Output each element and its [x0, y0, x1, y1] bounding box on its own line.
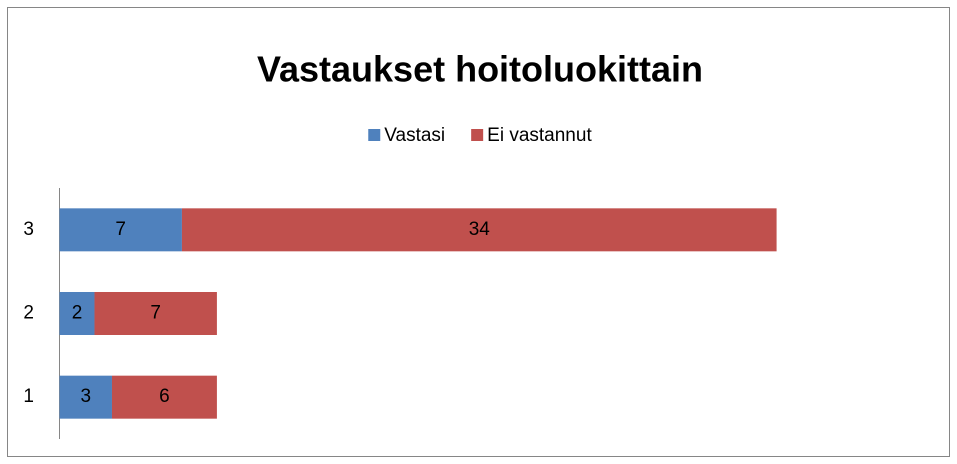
legend-label: Ei vastannut — [487, 125, 592, 146]
bar-segment — [59, 375, 112, 419]
bar-segment — [111, 375, 217, 419]
data-label: 7 — [115, 219, 126, 240]
data-label: 7 — [150, 303, 161, 324]
data-label: 3 — [80, 386, 91, 407]
data-label: 34 — [469, 219, 491, 240]
bar-segment — [59, 292, 95, 335]
legend-label: Vastasi — [384, 125, 445, 146]
data-label: 2 — [72, 303, 83, 324]
y-tick-label: 3 — [23, 219, 34, 240]
chart-title: Vastaukset hoitoluokittain — [257, 49, 703, 90]
bar-segment — [59, 208, 182, 252]
legend-swatch — [471, 129, 484, 141]
legend-swatch — [368, 129, 381, 141]
y-tick-label: 1 — [23, 386, 34, 407]
bar-segment — [94, 292, 217, 335]
bar-segment — [181, 208, 777, 252]
data-label: 6 — [159, 386, 170, 407]
y-tick-label: 2 — [23, 303, 34, 324]
